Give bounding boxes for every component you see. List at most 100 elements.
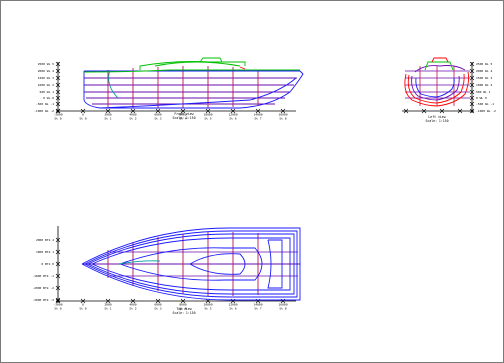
top-x-label: 6000 — [154, 303, 161, 307]
left-y-label: 1500 WL 3 — [476, 76, 492, 80]
front-aft-curve — [108, 69, 119, 99]
top-station-label: St 5 — [204, 307, 211, 311]
front-station-label: St 0 — [79, 117, 86, 121]
top-station-label: St 4 — [179, 307, 186, 311]
left-y-tick — [469, 68, 475, 74]
top-view: 2000 BTk 2 1000 BTk 1 0 BTk 0 -1000 BTk -1 -… — [32, 226, 301, 315]
top-x-label: 8000 — [179, 303, 186, 307]
front-station-label: St 1 — [104, 117, 111, 121]
top-scale: Scale: 1:150 — [172, 311, 195, 315]
top-x-label: 10000 — [203, 303, 212, 307]
left-y-tick — [469, 95, 475, 101]
top-x-label: 14000 — [253, 303, 262, 307]
top-x-label: -2000 — [53, 303, 62, 307]
front-station-label: St 8 — [279, 117, 286, 121]
top-x-label: 4000 — [129, 303, 136, 307]
top-y-label: 0 BTk 0 — [41, 262, 54, 266]
left-deck-curve — [414, 65, 466, 73]
front-x-label: 12000 — [228, 113, 237, 117]
left-y-tick — [469, 61, 475, 67]
left-superstructure — [424, 61, 454, 71]
front-view: 2500 WL 5 2000 WL 4 1500 WL 3 1000 WL 2 500 … — [34, 57, 304, 121]
front-station-label: St 6 — [229, 117, 236, 121]
front-hull-outline — [83, 70, 304, 109]
top-station-label: St 2 — [129, 307, 136, 311]
top-x-label: 2000 — [104, 303, 111, 307]
front-station-label: St 3 — [154, 117, 161, 121]
top-y-tick — [55, 261, 61, 267]
front-x-label: 14000 — [253, 113, 262, 117]
front-cabin-top — [154, 61, 241, 67]
front-y-label: -500 WL -1 — [36, 102, 54, 106]
top-deckhouse-outline — [119, 247, 263, 281]
front-y-label: 500 WL 1 — [40, 90, 55, 94]
top-x-label: 16000 — [278, 303, 287, 307]
left-y-label: 1000 WL 2 — [476, 83, 492, 87]
front-station-label: St 2 — [129, 117, 136, 121]
front-y-tick — [55, 89, 61, 95]
front-flybridge — [199, 57, 223, 63]
front-x-label: 16000 — [278, 113, 287, 117]
top-x-tick — [130, 298, 136, 304]
left-x-tick — [421, 108, 427, 114]
front-y-tick — [55, 95, 61, 101]
front-chine-line — [99, 77, 297, 109]
front-x-label: 0 — [82, 113, 84, 117]
front-x-tick — [205, 108, 211, 114]
left-scale: Scale: 1:150 — [425, 119, 448, 123]
top-hatch-curve — [119, 260, 161, 265]
front-caption: Front view — [174, 112, 193, 116]
front-scale: Scale: 1:150 — [172, 116, 195, 120]
top-cockpit-outline — [267, 239, 283, 289]
top-hull-outline — [84, 230, 298, 298]
left-y-label: 2500 WL 5 — [476, 62, 492, 66]
left-section-inner — [411, 75, 460, 101]
top-station-label: St 3 — [154, 307, 161, 311]
left-y-tick — [469, 75, 475, 81]
top-x-label: 12000 — [228, 303, 237, 307]
top-x-tick — [55, 298, 61, 304]
top-y-tick — [55, 237, 61, 243]
top-station-label: St 0 — [54, 307, 61, 311]
top-y-tick — [55, 273, 61, 279]
front-station-label: St 4 — [179, 117, 186, 121]
left-y-label: 0 WL 0 — [476, 96, 487, 100]
front-y-label: 2000 WL 4 — [38, 69, 54, 73]
top-y-label: -1000 BTk -1 — [32, 274, 54, 278]
left-x-tick — [403, 108, 409, 114]
front-x-label: 4000 — [129, 113, 136, 117]
left-section-core — [415, 77, 455, 98]
top-x-tick — [80, 298, 86, 304]
front-x-label: -2000 — [53, 113, 62, 117]
left-y-label: 500 WL 1 — [476, 90, 491, 94]
left-y-label: -1000 WL -2 — [476, 109, 496, 113]
front-x-tick — [230, 108, 236, 114]
top-caption: Top view — [176, 307, 191, 311]
top-x-tick — [155, 298, 161, 304]
top-station-label: St 6 — [229, 307, 236, 311]
top-hull-outline — [87, 233, 295, 295]
left-y-tick — [469, 89, 475, 95]
left-caption: Left view — [428, 115, 445, 119]
left-y-tick — [469, 101, 475, 107]
front-deck-line — [83, 69, 300, 73]
front-x-tick — [105, 108, 111, 114]
left-y-label: 2000 WL 4 — [476, 69, 492, 73]
top-cabin-outline — [189, 253, 246, 275]
front-y-label: 2500 WL 5 — [38, 62, 54, 66]
top-x-label: 0 — [82, 303, 84, 307]
front-x-tick — [80, 108, 86, 114]
front-x-tick — [280, 108, 286, 114]
top-station-label: St 7 — [254, 307, 261, 311]
top-y-label: -3000 BTk -3 — [32, 298, 54, 302]
left-section-outer — [404, 71, 470, 107]
front-y-tick — [55, 82, 61, 88]
top-station-label: St 8 — [279, 307, 286, 311]
front-x-label: 8000 — [179, 113, 186, 117]
front-station-label: St 7 — [254, 117, 261, 121]
front-station-label: St 0 — [54, 117, 61, 121]
front-x-label: 2000 — [104, 113, 111, 117]
front-x-label: 6000 — [154, 113, 161, 117]
